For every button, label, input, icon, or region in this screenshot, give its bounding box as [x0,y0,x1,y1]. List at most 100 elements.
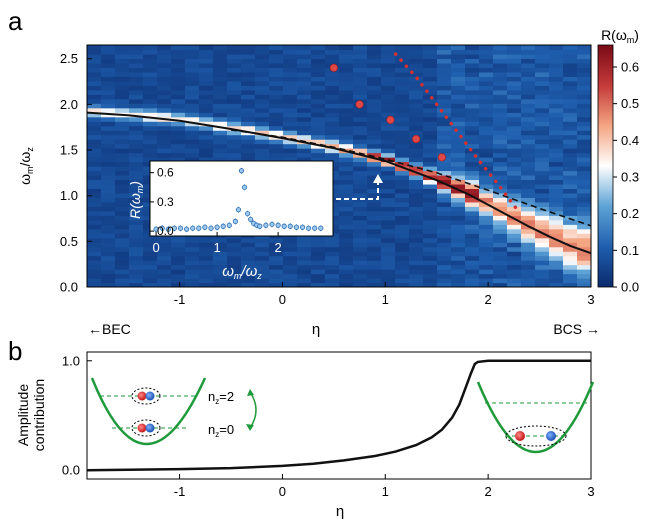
heatmap-cell [353,116,368,122]
heatmap-cell [325,237,340,243]
heatmap-cell [451,188,466,194]
heatmap-cell [339,192,354,198]
heatmap-cell [241,260,256,266]
heatmap-cell [297,45,312,51]
heatmap-cell [325,148,340,154]
heatmap-cell [535,278,550,284]
colorbar-label-close: ) [634,27,639,43]
heatmap-cell [549,246,564,252]
heatmap-cell [339,170,354,176]
heatmap-cell [479,210,494,216]
heatmap-cell [185,112,200,118]
heatmap-cell [115,237,130,243]
heatmap-cell [297,116,312,122]
heatmap-cell [311,58,326,64]
heatmap-cell [535,273,550,279]
heatmap-cell [395,228,410,234]
heatmap-cell [87,157,102,163]
heatmap-cell [563,62,578,69]
heatmap-cell [87,125,102,131]
heatmap-cell [129,161,144,167]
heatmap-cell [353,264,368,270]
heatmap-cell [185,143,200,149]
heatmap-cell [395,80,410,86]
heatmap-cell [437,130,452,136]
heatmap-cell [283,260,298,266]
heatmap-cell [367,130,382,136]
heatmap-cell [87,62,102,69]
heatmap-cell [199,264,214,270]
heatmap-cell [353,89,368,95]
heatmap-cell [213,76,228,82]
inset-point [153,226,159,232]
molecule-lower-outline [131,419,161,437]
heatmap-cell [325,80,340,86]
heatmap-cell [311,282,326,287]
heatmap-cell [507,143,522,149]
heatmap-cell [115,224,130,230]
heatmap-cell [535,45,550,51]
heatmap-cell [437,179,452,185]
red-data-dots [329,63,446,162]
heatmap-cell [157,62,172,69]
heatmap-cell [409,192,424,198]
heatmap-cell [507,206,522,212]
heatmap-cell [283,237,298,243]
heatmap-cell [171,134,186,140]
heatmap-cell [549,206,564,212]
heatmap-cell [535,269,550,275]
inset-point [214,224,220,230]
heatmap-cell [101,71,116,77]
heatmap-cell [409,201,424,207]
heatmap-cell [367,188,382,194]
heatmap-cell [437,206,452,212]
heatmap-cell [409,148,424,154]
heatmap-cell [465,112,480,118]
heatmap-cell [87,264,102,270]
heatmap-cell [87,53,102,60]
heatmap-cell [423,139,438,145]
inset-point [281,223,287,229]
heatmap-cell [381,152,396,158]
heatmap-cell [479,80,494,86]
heatmap-cell [535,53,550,60]
heatmap-cell [521,273,536,279]
heatmap-cell [339,179,354,185]
heatmap-cell [325,71,340,77]
heatmap-cell [297,89,312,95]
heatmap-cell [493,246,508,252]
heatmap-cell [325,139,340,145]
heatmap-cell [437,228,452,234]
heatmap-cell [549,174,564,181]
heatmap-cell [521,94,536,100]
heatmap-cell [381,264,396,270]
heatmap-cell [115,179,130,185]
heatmap-cell [311,246,326,252]
y-tick-label: 1.0 [60,188,78,203]
heatmap-cell [451,215,466,221]
heatmap-cell [353,130,368,136]
heatmap-cell [381,103,396,109]
heatmap-cell [241,107,256,113]
heatmap-cell [423,201,438,207]
heatmap-cell [129,49,144,55]
heatmap-cell [115,125,130,131]
heatmap-cell [367,89,382,95]
heatmap-cell [129,206,144,212]
heatmap-cell [381,62,396,69]
heatmap-cell [115,215,130,221]
heatmap-cell [339,157,354,163]
heatmap-cell [423,242,438,248]
heatmap-cell [381,215,396,221]
heatmap-cell [171,269,186,275]
heatmap-cell [241,125,256,131]
heatmap-cell [395,206,410,212]
heatmap-cell [325,121,340,127]
heatmap-cell [227,76,242,82]
heatmap-cell [465,255,480,261]
heatmap-cell [227,242,242,248]
heatmap-cell [577,71,591,77]
heatmap-cell [255,67,270,73]
heatmap-cell [171,67,186,73]
heatmap-cell [339,76,354,82]
